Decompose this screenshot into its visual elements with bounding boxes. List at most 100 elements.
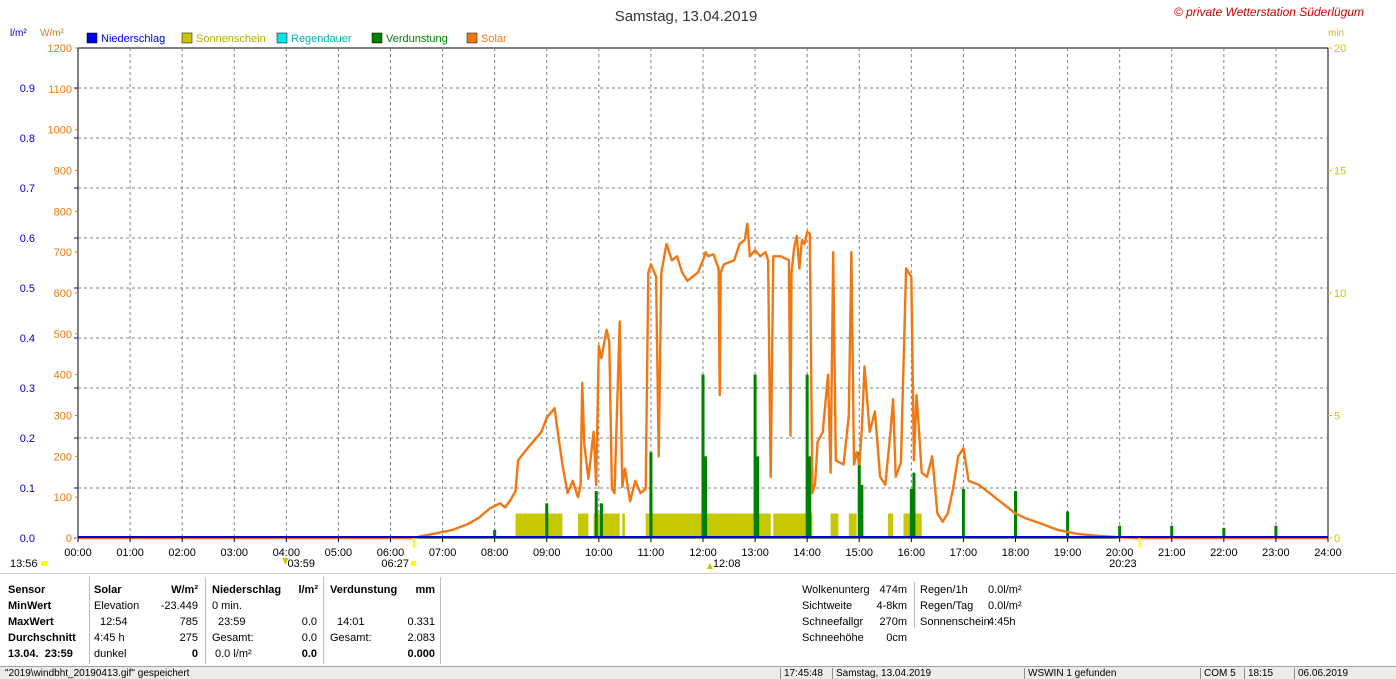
- status-file-saved: "2019\windbht_20190413.gif" gespeichert: [5, 668, 190, 679]
- solar-series: [78, 222, 1328, 540]
- evaporation-bar: [1118, 525, 1122, 538]
- solar-tick-label: 800: [54, 206, 72, 218]
- moonrise-label: 13:56: [10, 558, 38, 570]
- misc2-value-0: 0.0l/m²: [988, 584, 1022, 596]
- sensor-row-avg: Durchschnitt: [8, 632, 76, 644]
- x-tick-label: 00:00: [64, 547, 92, 559]
- evaporation-bar: [1170, 525, 1174, 538]
- x-tick-label: 19:00: [1054, 547, 1082, 559]
- right-tick-label: 5: [1334, 411, 1340, 423]
- sunshine-bar: [887, 513, 894, 538]
- evaporation-bar: [545, 503, 549, 538]
- right-tick-label: 20: [1334, 43, 1346, 55]
- misc1-label-2: Schneefallgr: [802, 616, 864, 628]
- solar-tick-label: 1000: [48, 125, 72, 137]
- solar-c2-0: -23.449: [160, 600, 198, 612]
- evaporation-bar: [756, 456, 760, 538]
- evaporation-bar: [860, 484, 864, 538]
- solar-c2-3: 0: [191, 648, 198, 660]
- x-tick-label: 15:00: [845, 547, 873, 559]
- misc2-label-1: Regen/Tag: [920, 600, 974, 612]
- evaporation-bar: [909, 489, 913, 538]
- sun-moon-markers: 13:56 03:59 06:27 12:08 20:23: [10, 538, 1141, 570]
- rain-tick-label: 0.9: [20, 83, 35, 95]
- sunshine-bar: [578, 513, 589, 538]
- separator: [89, 577, 90, 664]
- solar-tick-label: 500: [54, 329, 72, 341]
- sunshine-bar: [593, 513, 620, 538]
- evaporation-bar: [649, 493, 653, 538]
- status-date: Samstag, 13.04.2019: [832, 668, 1024, 679]
- evaporation-bar: [1066, 511, 1070, 538]
- evaporation-bar: [493, 529, 497, 538]
- evap-c2-3: 0.000: [407, 648, 435, 660]
- x-tick-label: 03:00: [220, 547, 248, 559]
- separator: [205, 577, 206, 664]
- misc1-value-2: 270m: [879, 616, 907, 628]
- sunrise-marker: [410, 561, 416, 566]
- rain-c2-3: 0.0: [301, 648, 317, 660]
- solar-header: Solar: [94, 584, 122, 596]
- x-tick-label: 22:00: [1210, 547, 1238, 559]
- rain-tick-label: 0.3: [20, 383, 35, 395]
- evaporation-bar: [701, 374, 705, 538]
- misc2-label-0: Regen/1h: [920, 584, 968, 596]
- status-time: 17:45:48: [780, 668, 832, 679]
- misc2-value-2: 4:45h: [988, 616, 1016, 628]
- solar-c1-3: dunkel: [94, 648, 127, 660]
- status-com: COM 5: [1200, 668, 1244, 679]
- sunshine-bar: [515, 513, 563, 538]
- misc1-value-0: 474m: [879, 584, 907, 596]
- right-tick-label: 0: [1334, 533, 1340, 545]
- rain-tick-label: 0.4: [20, 333, 35, 345]
- evap-c2-2: 2.083: [407, 632, 435, 644]
- solar-tick-label: 600: [54, 288, 72, 300]
- rain-c1-0: 0 min.: [212, 600, 242, 612]
- solar-tick-label: 700: [54, 247, 72, 259]
- solar-tick-label: 1200: [48, 43, 72, 55]
- solar-tick-label: 1100: [48, 84, 72, 96]
- solar-tick-label: 0: [66, 533, 72, 545]
- solar-tick-label: 900: [54, 166, 72, 178]
- sensor-row-date: 13.04. 23:59: [8, 648, 73, 660]
- x-tick-label: 17:00: [950, 547, 978, 559]
- evap-unit: mm: [415, 584, 435, 596]
- rain-c1-2: Gesamt:: [212, 632, 254, 644]
- sunset-label: 20:23: [1109, 558, 1137, 570]
- left-axis-2-unit: W/m²: [40, 28, 65, 39]
- status-today: 06.06.2019: [1294, 668, 1394, 679]
- evaporation-bar: [961, 489, 965, 538]
- legend-label-niederschlag: Niederschlag: [101, 33, 165, 45]
- evaporation-bar: [912, 472, 916, 538]
- evaporation-bars: [493, 374, 1278, 538]
- noon-marker: [706, 563, 713, 569]
- rain-c1-1: 23:59: [218, 616, 246, 628]
- moonset-label: 03:59: [287, 558, 315, 570]
- solar-c1-0: Elevation: [94, 600, 140, 612]
- misc1-label-1: Sichtweite: [802, 600, 853, 612]
- solar-tick-label: 100: [54, 492, 72, 504]
- evaporation-bar: [1274, 525, 1278, 538]
- evaporation-bar: [1222, 527, 1226, 538]
- legend-label-regendauer: Regendauer: [291, 33, 352, 45]
- legend-swatch-niederschlag: [86, 32, 98, 44]
- sunshine-bar: [830, 513, 839, 538]
- x-tick-label: 24:00: [1314, 547, 1342, 559]
- stats-panel: Sensor MinWert MaxWert Durchschnitt 13.0…: [0, 573, 1396, 667]
- legend-label-verdunstung: Verdunstung: [386, 33, 448, 45]
- separator: [914, 582, 915, 628]
- x-tick-label: 08:00: [481, 547, 509, 559]
- legend-swatch-solar: [466, 32, 478, 44]
- axis-ticks: 00:00 01:00 02:00 03:00 04:00 05:00 06:00 07:00…: [20, 43, 1347, 559]
- x-tick-label: 06:00: [377, 547, 405, 559]
- rain-tick-label: 0.2: [20, 433, 35, 445]
- legend-swatch-regendauer: [276, 32, 288, 44]
- x-tick-label: 20:00: [1106, 547, 1134, 559]
- misc1-value-3: 0cm: [886, 632, 907, 644]
- rain-tick-label: 0.8: [20, 133, 35, 145]
- solar-line: [78, 222, 1328, 540]
- noon-label: 12:08: [713, 558, 741, 570]
- solar-c2-1: 785: [179, 616, 198, 628]
- rain-tick-label: 0.0: [20, 533, 35, 545]
- x-tick-label: 11:00: [638, 547, 665, 559]
